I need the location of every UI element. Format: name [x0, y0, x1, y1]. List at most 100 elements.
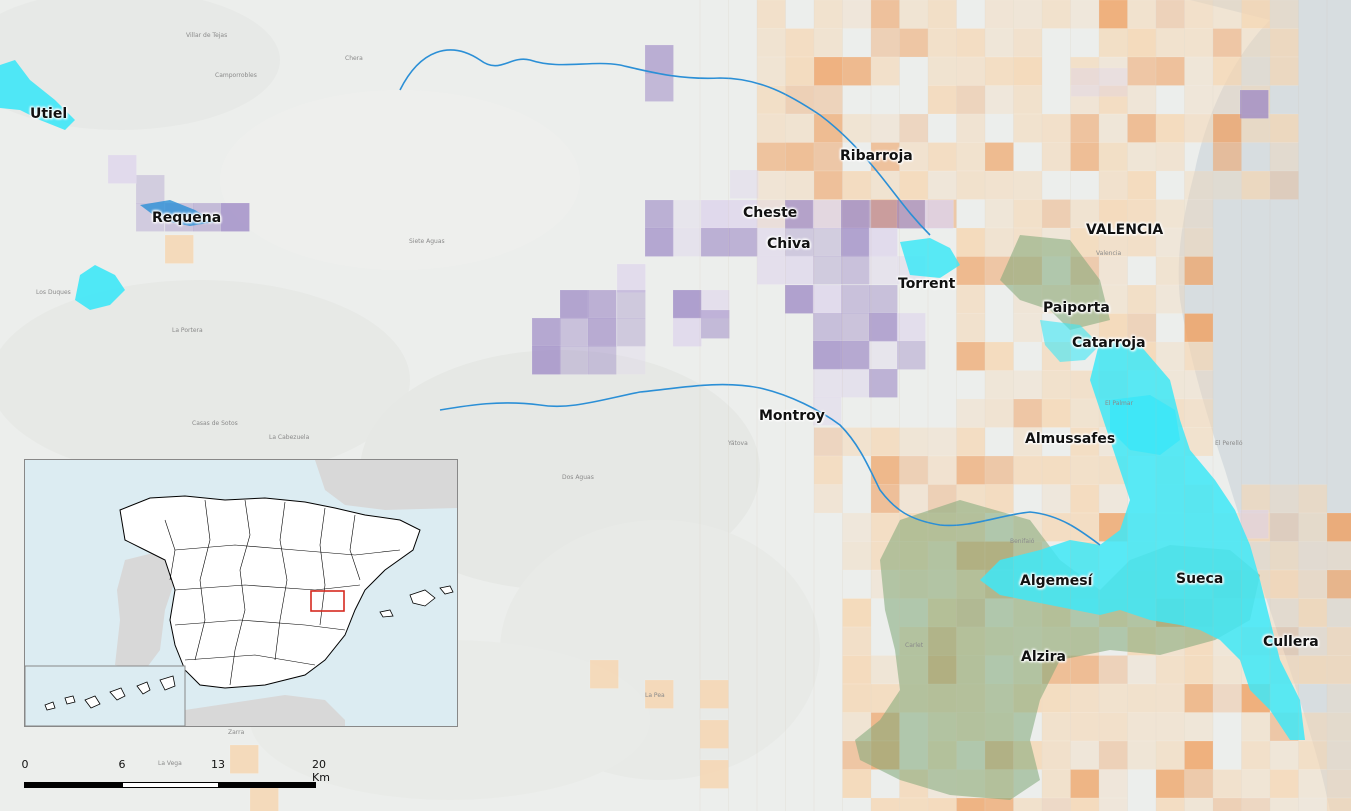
grid-cell [1127, 56, 1157, 86]
grid-cell [1127, 683, 1157, 713]
grid-cell [1098, 0, 1128, 29]
scale-tick-0: 0 [21, 758, 29, 771]
grid-cell [1184, 655, 1214, 685]
grid-cell [644, 72, 674, 102]
grid-cell [840, 312, 870, 342]
grid-cell [1269, 569, 1299, 599]
grid-cell [1070, 427, 1100, 457]
grid-cell [870, 113, 900, 143]
grid-cell [984, 28, 1014, 58]
grid-cell [813, 484, 843, 514]
grid-cell [1041, 740, 1071, 770]
grid-cell [531, 317, 561, 347]
inset-balearic-area [379, 585, 454, 618]
grid-cell [812, 255, 842, 285]
grid-cell [868, 199, 898, 229]
grid-cell [1070, 199, 1100, 229]
grid-cell [1298, 541, 1328, 571]
grid-lines [699, 0, 1328, 811]
grid-cell [1127, 227, 1157, 257]
grid-cell [1184, 683, 1214, 713]
grid-cell [1184, 712, 1214, 742]
grid-cell [842, 626, 872, 656]
grid-cell [1127, 284, 1157, 314]
grid-cell [1155, 199, 1185, 229]
city-label-algemesi: Algemesí [1020, 573, 1093, 589]
grid-cell [1184, 797, 1214, 811]
grid-cell [1184, 740, 1214, 770]
grid-cell [1212, 28, 1242, 58]
scale-segment-1 [24, 782, 123, 788]
grid-cell [1298, 655, 1328, 685]
grid-cell [1212, 170, 1242, 200]
grid-cell [1184, 85, 1214, 115]
grid-cell [956, 341, 986, 371]
grid-cell [899, 484, 929, 514]
place-label: El Perelló [1215, 440, 1243, 447]
grid-cell [1070, 769, 1100, 799]
grid-cell [956, 797, 986, 811]
grid-cell [899, 142, 929, 172]
city-label-chiva: Chiva [767, 236, 811, 252]
grid-cell [927, 85, 957, 115]
grid-cell [1041, 0, 1071, 29]
grid-cell [1155, 797, 1185, 811]
grid-cell [840, 340, 870, 370]
grid-cell [756, 199, 786, 229]
grid-cell [1070, 797, 1100, 811]
grid-cell [1212, 769, 1242, 799]
grid-cell [984, 56, 1014, 86]
grid-cell [785, 170, 815, 200]
grid-cell [700, 199, 730, 229]
grid-cell [1241, 769, 1271, 799]
scale-tick-6: 6 [118, 758, 126, 771]
grid-cell [249, 784, 279, 811]
grid-cell [840, 199, 870, 229]
grid-cell [956, 28, 986, 58]
grid-cell [1298, 598, 1328, 628]
grid-cell [559, 345, 589, 375]
inset-spain-area [119, 495, 421, 689]
flood-area-torrent [900, 238, 960, 278]
grid-cell [1155, 227, 1185, 257]
grid-cell [1212, 56, 1242, 86]
grid-cell [1184, 769, 1214, 799]
grid-cell [756, 142, 786, 172]
grid-cell [784, 284, 814, 314]
grid-cell [616, 289, 646, 319]
grid-cell [1326, 569, 1351, 599]
grid-cell [672, 227, 702, 257]
grid-cell [1098, 655, 1128, 685]
grid-cell [1184, 313, 1214, 343]
city-label-alzira: Alzira [1021, 649, 1066, 665]
grid-cell [1184, 398, 1214, 428]
grid-cell [1155, 56, 1185, 86]
grid-cell [785, 85, 815, 115]
grid-cell [1013, 313, 1043, 343]
grid-cell [1013, 56, 1043, 86]
inset-africa-area [185, 695, 345, 726]
grid-cell [1127, 313, 1157, 343]
grid-cell [756, 227, 786, 257]
city-label-sueca: Sueca [1176, 571, 1224, 587]
grid-cell [1184, 370, 1214, 400]
grid-cell [1013, 398, 1043, 428]
grid-cell [1241, 740, 1271, 770]
grid-cell [1212, 142, 1242, 172]
place-label: La Cabezuela [269, 434, 310, 441]
place-label: Carlet [905, 642, 924, 649]
grid-cell [956, 113, 986, 143]
grid-cell [1212, 683, 1242, 713]
grid-cell [1298, 484, 1328, 514]
grid-cell [956, 398, 986, 428]
place-label: Yátova [728, 440, 748, 447]
grid-cell [1098, 797, 1128, 811]
grid-cell [1098, 170, 1128, 200]
grid-cell [868, 227, 898, 257]
grid-cell [1184, 56, 1214, 86]
grid-cell [924, 199, 954, 229]
grid-cell [699, 679, 729, 709]
grid-cell [812, 312, 842, 342]
grid-cell [1239, 89, 1269, 119]
